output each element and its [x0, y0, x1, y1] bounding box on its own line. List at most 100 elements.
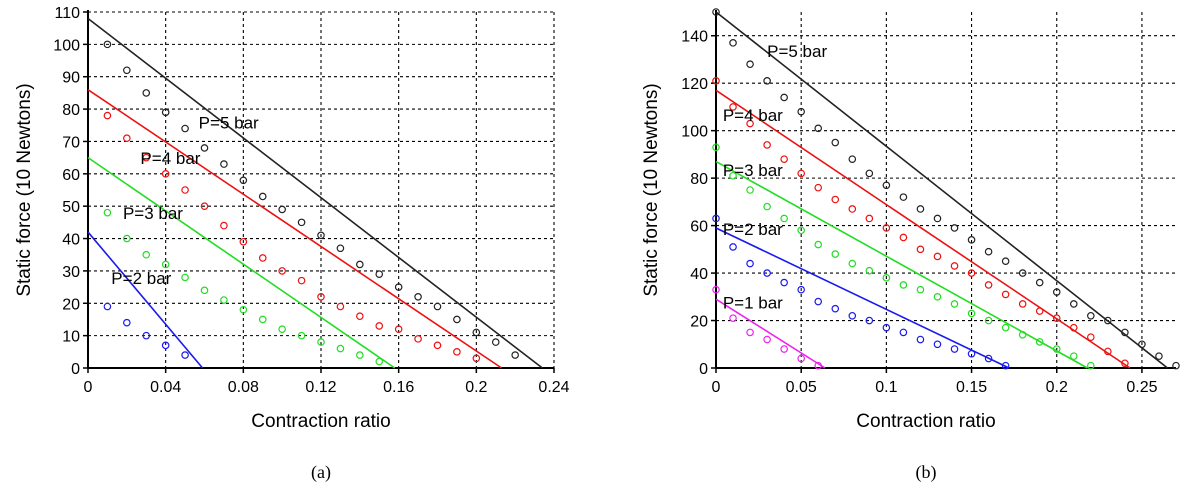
y-tick-label: 120	[681, 76, 708, 93]
series-2-data-point	[161, 260, 170, 269]
series-4-data-point	[712, 285, 720, 294]
series-1-data-point	[181, 186, 189, 194]
series-0	[712, 8, 1180, 370]
y-tick-label: 60	[690, 219, 708, 236]
series-1	[87, 89, 503, 369]
series-3-data-point	[865, 316, 874, 325]
series-2-data-point	[220, 296, 228, 304]
series-2-fit-line	[715, 160, 1088, 369]
series-annotation: P=3 bar	[123, 204, 183, 223]
series-2-data-point	[356, 351, 364, 359]
series-3-data-point	[848, 311, 857, 320]
series-3-data-point	[831, 304, 840, 313]
series-1-data-point	[780, 155, 788, 163]
series-3-fit-line	[87, 231, 204, 369]
x-tick-label: 0.05	[786, 379, 817, 396]
series-0-data-point	[933, 214, 942, 223]
series-0-data-point	[1052, 288, 1061, 296]
series-1-data-point	[1052, 314, 1061, 322]
series-4-data-point	[763, 335, 771, 344]
series-3-data-point	[746, 259, 754, 268]
series-0-data-point	[1001, 257, 1010, 266]
series-1	[712, 77, 1131, 369]
y-axis-label: Static force (10 Newtons)	[14, 83, 35, 296]
series-2-data-point	[797, 226, 805, 235]
series-0-data-point	[746, 60, 754, 69]
series-3-data-point	[780, 278, 788, 287]
y-tick-label: 40	[62, 232, 80, 249]
series-2-data-point	[780, 214, 788, 223]
y-tick-label: 110	[54, 5, 80, 22]
series-1-data-point	[472, 354, 481, 363]
series-0-data-point	[797, 107, 805, 116]
series-0-data-point	[394, 283, 403, 291]
series-3-data-point	[916, 335, 925, 344]
series-1-data-point	[1069, 323, 1078, 332]
series-4	[712, 285, 826, 370]
y-tick-label: 0	[71, 361, 80, 378]
series-2-data-point	[1035, 338, 1044, 346]
series-0-data-point	[1172, 361, 1180, 370]
series-1-data-point	[933, 252, 942, 261]
series-0-data-point	[336, 244, 345, 253]
series-1-data-point	[1035, 307, 1044, 315]
series-0-data-point	[831, 138, 840, 147]
series-0-data-point	[200, 144, 209, 152]
series-annotation: P=5 bar	[767, 42, 827, 61]
series-0-data-point	[1087, 311, 1095, 320]
series-2	[87, 156, 396, 369]
series-0-data-point	[297, 218, 306, 227]
series-0-data-point	[1155, 352, 1163, 360]
series-1-data-point	[161, 170, 170, 178]
series-2-data-point	[142, 250, 151, 259]
y-axis-label: Static force (10 Newtons)	[641, 83, 662, 296]
y-tick-label: 80	[690, 171, 708, 188]
series-3-data-point	[142, 331, 151, 340]
chart-panel-a: 0 0.04 0.08 0.12 0.16 0.2 0.24 0 10 20 30 40 50 60 70 8…	[14, 5, 570, 483]
x-tick-label: 0.12	[305, 379, 336, 396]
x-tick-label: 0.25	[1126, 379, 1157, 396]
series-0-data-point	[161, 108, 170, 117]
series-3-data-point	[712, 214, 720, 223]
series-0-data-point	[848, 155, 857, 163]
series-2-data-point	[814, 240, 823, 249]
series-3-data-point	[967, 349, 976, 358]
series-0-data-point	[899, 193, 908, 201]
series-2-data-point	[933, 292, 942, 301]
series-1-data-point	[142, 153, 151, 162]
series-0-data-point	[882, 181, 891, 190]
series-1-data-point	[814, 183, 823, 192]
x-tick-label: 0	[84, 379, 93, 396]
series-annotation: P=4 bar	[723, 106, 783, 125]
series-2-data-point	[297, 331, 306, 340]
series-2-data-point	[200, 286, 209, 295]
y-tick-label: 40	[690, 266, 708, 283]
series-3-data-point	[181, 351, 189, 359]
series-1-data-point	[394, 325, 403, 333]
y-tick-label: 140	[681, 29, 708, 46]
panel-label: (a)	[311, 462, 331, 483]
series-2-data-point	[123, 234, 131, 243]
series-1-data-point	[950, 262, 959, 270]
series-2-data-point	[865, 266, 874, 275]
y-tick-label: 50	[62, 199, 80, 216]
series-2-data-point	[1087, 361, 1095, 370]
y-tick-label: 90	[62, 70, 80, 87]
series-1-data-point	[433, 341, 442, 350]
series-1-data-point	[414, 335, 422, 343]
series-2-data-point	[375, 357, 384, 366]
series-1-data-point	[103, 111, 112, 120]
series-0-data-point	[712, 8, 720, 16]
series-0-data-point	[317, 231, 325, 240]
series-annotation: P=1 bar	[723, 294, 783, 313]
series-0-data-point	[239, 176, 248, 185]
series-1-data-point	[797, 169, 805, 178]
series-0-data-point	[103, 40, 112, 49]
series-1-data-point	[916, 245, 925, 254]
series-0-data-point	[220, 160, 228, 168]
series-annotation: P=4 bar	[140, 149, 200, 168]
series-0-data-point	[984, 247, 993, 256]
series-0-data-point	[780, 93, 788, 102]
series-3-data-point	[797, 285, 805, 294]
series-3-data-point	[763, 269, 771, 277]
